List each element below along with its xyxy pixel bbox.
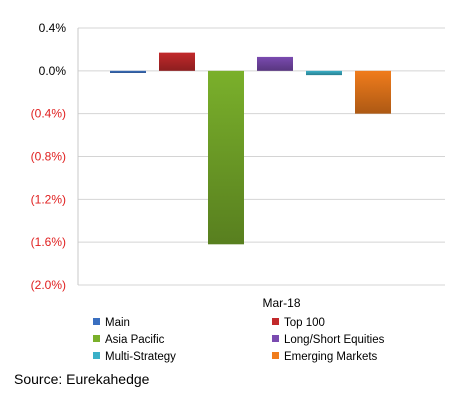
- x-category-label: Mar-18: [262, 296, 300, 310]
- bar-top-100: [159, 52, 195, 71]
- y-tick-label: (2.0%): [31, 278, 66, 292]
- bar-multi-strategy: [306, 70, 342, 76]
- bar-long-short-equities: [257, 56, 293, 71]
- y-tick-label: (1.6%): [31, 235, 66, 249]
- legend-label-top-100: Top 100: [284, 317, 325, 329]
- legend-swatch-top-100: [272, 318, 279, 325]
- legend-swatch-asia-pacific: [93, 335, 100, 342]
- legend-label-emerging-markets: Emerging Markets: [284, 351, 378, 363]
- legend-swatch-multi-strategy: [93, 352, 100, 359]
- bar-asia-pacific: [208, 70, 244, 245]
- legend-swatch-emerging-markets: [272, 352, 279, 359]
- y-tick-label: 0.0%: [39, 64, 67, 78]
- legend-label-main: Main: [105, 317, 130, 329]
- legend-swatch-main: [93, 318, 100, 325]
- legend-swatch-long-short-equities: [272, 335, 279, 342]
- y-tick-label: (0.8%): [31, 150, 66, 164]
- bar-emerging-markets: [355, 70, 391, 114]
- bar-main: [110, 70, 146, 73]
- legend-label-asia-pacific: Asia Pacific: [105, 334, 165, 346]
- y-tick-label: (1.2%): [31, 192, 66, 206]
- y-tick-label: 0.4%: [39, 21, 67, 35]
- legend-label-multi-strategy: Multi-Strategy: [105, 351, 176, 363]
- legend-label-long-short-equities: Long/Short Equities: [284, 334, 385, 346]
- source-note: Source: Eurekahedge: [14, 371, 150, 387]
- y-tick-label: (0.4%): [31, 107, 66, 121]
